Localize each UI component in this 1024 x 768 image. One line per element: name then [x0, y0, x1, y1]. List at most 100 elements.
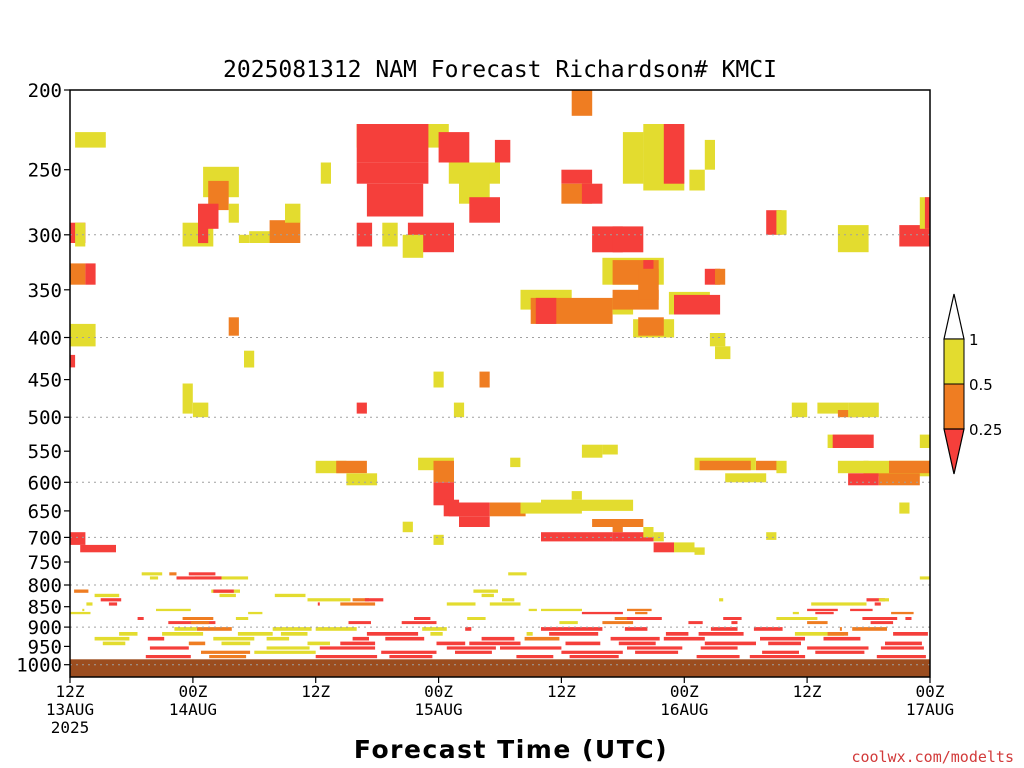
ri-stripe: [704, 641, 756, 646]
ri-cell: [469, 197, 500, 223]
x-tick-label: 12Z: [793, 682, 822, 701]
x-tick-label: 17AUG: [906, 700, 954, 719]
ri-cell: [612, 532, 654, 542]
ri-cell: [541, 499, 634, 511]
y-tick-label: 500: [28, 407, 62, 429]
ri-stripe: [248, 611, 263, 615]
ri-stripe: [213, 589, 234, 593]
ri-cell: [791, 402, 808, 418]
ri-stripe: [618, 641, 656, 646]
ri-stripe: [614, 617, 627, 620]
colorbar-yellow: [943, 338, 965, 385]
ri-cell: [638, 268, 659, 300]
ri-stripe: [340, 602, 376, 606]
ri-cell: [663, 124, 685, 184]
ri-stripe: [541, 608, 582, 612]
y-tick-label: 200: [28, 80, 62, 102]
y-tick-label: 950: [28, 636, 62, 658]
ri-stripe: [319, 646, 376, 650]
plot-frame: [69, 89, 931, 678]
ri-cell: [602, 444, 618, 455]
ri-stripe: [389, 655, 433, 659]
ri-stripe: [852, 627, 887, 631]
ri-stripe: [880, 646, 924, 650]
ri-stripe: [526, 632, 533, 636]
ri-stripe: [137, 617, 144, 620]
ri-stripe: [885, 641, 922, 646]
ri-cell: [433, 534, 444, 545]
ri-cell: [541, 532, 613, 542]
ri-stripe: [401, 621, 437, 625]
ri-cell: [453, 402, 465, 418]
ri-cell: [776, 460, 787, 474]
ri-stripe: [149, 646, 189, 650]
ri-stripe: [254, 650, 316, 654]
grid-lines: [70, 234, 930, 666]
ri-stripe: [624, 627, 648, 631]
ri-stripe: [665, 632, 689, 636]
ri-stripe: [94, 593, 120, 598]
x-tick-label: 12Z: [301, 682, 330, 701]
ri-stripe: [768, 641, 801, 646]
y-tick-label: 350: [28, 280, 62, 302]
y-tick-label: 600: [28, 472, 62, 494]
ri-stripe: [569, 655, 619, 659]
ri-cell: [837, 460, 869, 474]
ri-stripe: [559, 621, 578, 625]
ri-stripe: [866, 598, 885, 602]
ri-cell: [459, 516, 490, 527]
ri-cell: [433, 460, 454, 483]
ri-stripe: [190, 621, 210, 625]
y-tick-label: 850: [28, 597, 62, 619]
y-tick-label: 650: [28, 501, 62, 523]
ri-cell: [561, 169, 593, 184]
ri-stripe: [315, 655, 378, 659]
ri-stripe: [878, 598, 889, 602]
ri-stripe: [635, 611, 648, 615]
ri-cell: [70, 263, 86, 285]
ri-cell: [694, 547, 705, 555]
ri-stripe: [561, 650, 623, 654]
ri-stripe: [876, 655, 926, 659]
ri-stripe: [266, 646, 310, 650]
ri-stripe: [385, 636, 425, 641]
ri-stripe: [862, 617, 898, 620]
y-tick-label: 700: [28, 527, 62, 549]
ri-stripe: [213, 636, 255, 641]
ri-stripe: [455, 650, 492, 654]
ri-stripe: [891, 611, 914, 615]
ri-stripe: [381, 650, 437, 654]
ri-cell: [433, 371, 444, 388]
x-tick-label: 13AUG: [46, 700, 94, 719]
ri-stripe: [86, 602, 93, 606]
ri-stripe: [827, 632, 849, 636]
ri-stripe: [307, 641, 330, 646]
ri-stripe: [815, 650, 865, 654]
ri-stripe: [688, 621, 703, 625]
ri-stripe: [473, 589, 498, 593]
ri-stripe: [610, 636, 660, 641]
ri-cell: [571, 491, 582, 500]
ri-cell: [674, 542, 695, 553]
ri-cell: [75, 222, 86, 247]
ri-cell: [70, 323, 96, 347]
y-tick-label: 1000: [16, 655, 62, 677]
ri-stripe: [219, 593, 236, 598]
ri-cell: [70, 532, 86, 545]
ri-stripe: [141, 572, 163, 576]
ri-stripe: [119, 632, 138, 636]
ri-stripe: [266, 636, 290, 641]
ri-stripe: [364, 598, 384, 602]
ri-stripe: [237, 632, 273, 636]
ri-stripe: [635, 650, 679, 654]
ri-stripe: [919, 576, 930, 580]
ri-cell: [85, 263, 96, 285]
ri-cell: [848, 473, 879, 486]
ri-cell: [336, 460, 367, 474]
ri-cell: [402, 521, 413, 533]
ri-stripe: [807, 608, 838, 612]
ri-cell: [924, 197, 930, 229]
x-tick-label: 12Z: [547, 682, 576, 701]
ri-stripe: [149, 576, 159, 580]
ri-stripe: [528, 608, 537, 612]
